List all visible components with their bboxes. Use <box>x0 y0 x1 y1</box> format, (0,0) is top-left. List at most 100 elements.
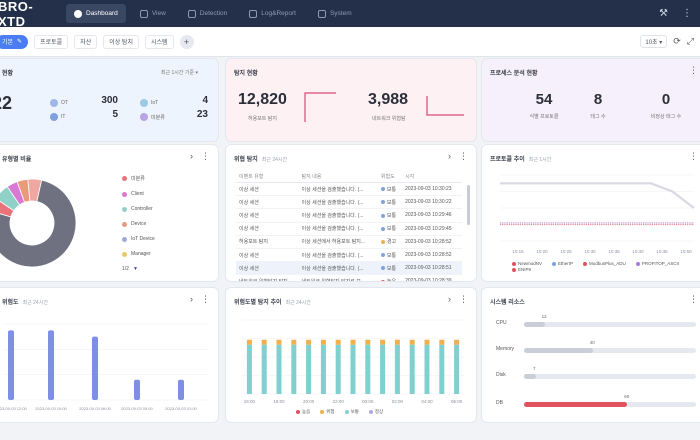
bar-segment-warning[interactable] <box>291 339 297 345</box>
bar-segment-warning[interactable] <box>409 339 415 345</box>
legend-item[interactable]: 위험 <box>320 409 335 415</box>
more-icon[interactable]: ⋮ <box>689 294 698 304</box>
chevron-right-icon[interactable]: › <box>448 294 451 304</box>
column-header[interactable]: 시각 <box>402 171 462 183</box>
table-row[interactable]: 이상 세션 이상 세션을 검출했습니다. (... 보통 2023-09-03 10:… <box>236 248 462 263</box>
legend-item[interactable]: 미분류 <box>122 175 155 182</box>
table-row[interactable]: 허용포트 탐지 이상 세션에서 허용포트 탐지... 경고 2023-09-03 10… <box>236 235 462 249</box>
bar-segment-normal[interactable] <box>291 344 297 394</box>
legend-item[interactable]: 높음 <box>296 409 310 415</box>
legend-item[interactable]: Client <box>122 191 155 197</box>
table-row[interactable]: 이상 세션 이상 세션을 검출했습니다. (... 보통 2023-09-03 10:… <box>236 195 462 210</box>
legend-item[interactable]: IoT Device <box>122 236 155 242</box>
pager-down-icon[interactable]: ▼ <box>132 266 138 272</box>
bar-segment-warning[interactable] <box>454 339 460 345</box>
bar-segment-warning[interactable] <box>261 339 267 345</box>
legend-label: 보통 <box>350 409 359 414</box>
period-select[interactable]: 최근 1시간 기준 ▾ <box>160 70 198 76</box>
bar-segment-warning[interactable] <box>439 339 445 345</box>
column-header[interactable]: 위험도 <box>377 171 403 183</box>
bar[interactable] <box>92 336 98 400</box>
bar-segment-warning[interactable] <box>424 339 430 345</box>
legend-swatch <box>122 176 127 181</box>
chip-default[interactable]: 기본 ✎ <box>0 34 29 49</box>
legend-item[interactable]: EtherIP <box>552 261 573 266</box>
donut-slice[interactable] <box>0 179 77 268</box>
legend-item[interactable]: ENIP9 <box>512 267 531 272</box>
bar-segment-normal[interactable] <box>320 344 326 394</box>
chevron-right-icon[interactable]: › <box>190 151 193 161</box>
bar[interactable] <box>134 379 140 400</box>
legend-item[interactable]: PROFITOP_ASCII <box>635 261 679 266</box>
bar-segment-normal[interactable] <box>276 344 282 394</box>
more-icon[interactable]: ⋮ <box>201 294 210 304</box>
bar-segment-warning[interactable] <box>380 339 386 345</box>
bar-segment-normal[interactable] <box>409 344 415 394</box>
legend-item[interactable]: 정상 <box>368 409 383 415</box>
card-title: 시스템 리소스 <box>490 300 525 306</box>
bar[interactable] <box>178 379 184 400</box>
donut-slice[interactable] <box>27 178 43 203</box>
bar-segment-normal[interactable] <box>394 344 400 394</box>
more-icon[interactable]: ⋮ <box>682 8 692 19</box>
legend-item[interactable]: ModbusPlus_ADU <box>583 261 626 266</box>
bar-segment-warning[interactable] <box>365 339 371 345</box>
column-header[interactable]: 탐지 내용 <box>298 171 378 183</box>
legend-item[interactable]: Controller <box>122 206 155 212</box>
table-scrollbar[interactable] <box>467 185 470 225</box>
chevron-right-icon[interactable]: › <box>190 294 193 304</box>
table-row[interactable]: 이상 세션 이상 세션을 검출했습니다. (... 보통 2023-09-03 10:… <box>236 261 462 276</box>
bar-segment-normal[interactable] <box>306 344 312 394</box>
table-row[interactable]: 이상 세션 이상 세션을 검출했습니다. (... 보통 2023-09-03 10:… <box>236 208 462 223</box>
bar-segment-warning[interactable] <box>320 339 326 345</box>
bar-segment-warning[interactable] <box>394 339 400 345</box>
legend-item[interactable]: 보통 <box>344 409 359 415</box>
refresh-icon[interactable]: ⟳ <box>673 36 681 46</box>
bar-segment-warning[interactable] <box>276 339 282 345</box>
add-chip-button[interactable]: + <box>179 34 194 49</box>
chip-protocol[interactable]: 프로토콜 <box>34 34 69 49</box>
bar-segment-normal[interactable] <box>365 344 371 394</box>
bar-segment-normal[interactable] <box>424 344 430 394</box>
nav-item-dashboard[interactable]: Dashboard <box>66 4 126 23</box>
chip-asset[interactable]: 자산 <box>74 34 98 49</box>
nav-label: Detection <box>199 10 228 17</box>
more-icon[interactable]: ⋮ <box>201 151 210 161</box>
bar-segment-normal[interactable] <box>335 344 341 394</box>
legend-item[interactable]: NewmodNV <box>512 261 542 266</box>
nav-item-detection[interactable]: Detection <box>180 4 235 23</box>
series-line[interactable] <box>500 182 695 209</box>
bar-segment-warning[interactable] <box>350 339 356 345</box>
more-icon[interactable]: ⋮ <box>689 151 698 161</box>
nav-item-view[interactable]: View <box>132 4 174 23</box>
bar-segment-normal[interactable] <box>454 344 460 394</box>
nav-item-system[interactable]: System <box>310 4 360 23</box>
legend-item[interactable]: Device <box>122 221 155 227</box>
tools-icon[interactable]: ⚒ <box>659 8 668 19</box>
more-icon[interactable]: ⋮ <box>459 151 468 161</box>
fullscreen-icon[interactable]: ⤢ <box>686 36 694 46</box>
more-icon[interactable]: ⋮ <box>459 294 468 304</box>
bar-segment-warning[interactable] <box>335 339 341 345</box>
bar-segment-normal[interactable] <box>350 344 356 394</box>
bar-segment-warning[interactable] <box>306 339 312 345</box>
bar-segment-warning[interactable] <box>246 339 252 345</box>
bar-segment-normal[interactable] <box>246 344 252 394</box>
table-row[interactable]: 이상 세션 이상 세션을 검출했습니다. (... 보통 2023-09-03 10:… <box>236 222 462 236</box>
chevron-right-icon[interactable]: › <box>448 151 451 161</box>
legend-item[interactable]: Manager <box>122 251 155 257</box>
bar-segment-normal[interactable] <box>261 344 267 394</box>
table-row[interactable]: 이상 세션 이상 세션을 검출했습니다. (... 보통 2023-09-03 10:… <box>236 182 462 197</box>
column-header[interactable]: 이벤트 유형 <box>236 171 299 183</box>
nav-item-log-report[interactable]: Log&Report <box>241 4 304 23</box>
bar-segment-normal[interactable] <box>439 344 445 394</box>
bar[interactable] <box>8 330 14 400</box>
more-icon[interactable]: ⋮ <box>689 65 698 75</box>
bar-segment-normal[interactable] <box>380 344 386 394</box>
chip-system[interactable]: 시스템 <box>144 34 174 49</box>
chip-anomaly[interactable]: 이상 탐지 <box>103 34 139 49</box>
bar[interactable] <box>48 330 54 400</box>
legend-pager[interactable]: 1/2 ▼ <box>122 266 155 272</box>
refresh-interval-select[interactable]: 10초 ▾ <box>640 35 668 48</box>
